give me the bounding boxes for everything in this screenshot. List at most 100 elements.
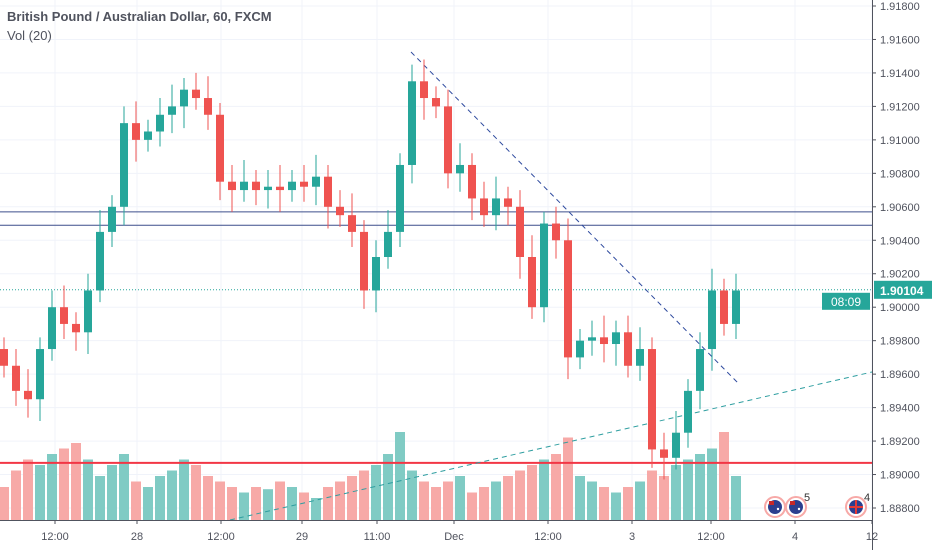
countdown-label: 08:09 (831, 295, 861, 309)
volume-bar (551, 454, 561, 520)
candle-body (684, 390, 692, 433)
time-axis (0, 520, 872, 550)
volume-bar (287, 487, 297, 520)
candle-body (156, 114, 164, 132)
candle-body (264, 186, 272, 191)
candle (504, 186, 512, 226)
volume-bar (179, 459, 189, 520)
candle-body (576, 340, 584, 358)
volume-bar (119, 454, 129, 520)
time-tick-label: Dec (444, 531, 464, 543)
candle-body (660, 449, 668, 458)
candle (180, 77, 188, 129)
volume-bar (407, 470, 417, 520)
candle-body (96, 231, 104, 291)
candle-body (12, 365, 20, 391)
candle (132, 101, 140, 162)
volume-bar (59, 448, 69, 520)
candle (456, 143, 464, 192)
candle-body (300, 181, 308, 187)
candle (168, 84, 176, 134)
candle-body (408, 81, 416, 165)
australia-flag-event-icon[interactable] (764, 496, 786, 518)
candle (288, 169, 296, 202)
volume-bar (479, 487, 489, 520)
candle (156, 98, 164, 147)
uk-flag-event-icon[interactable]: 4 (845, 492, 870, 518)
volume-bar (395, 432, 405, 520)
candle-body (48, 307, 56, 350)
event-count: 5 (804, 492, 810, 504)
countdown-badge (822, 292, 870, 310)
volume-bar (143, 487, 153, 520)
candle (528, 235, 536, 319)
candle (312, 154, 320, 206)
candle (216, 103, 224, 201)
candle (192, 72, 200, 110)
candle-body (564, 240, 572, 358)
time-tick-label: 4 (792, 531, 798, 543)
downtrend-line (410, 51, 739, 384)
price-tick-label: 1.90800 (880, 168, 920, 180)
candle (0, 337, 8, 378)
candle-body (216, 114, 224, 182)
volume-bar (527, 465, 537, 520)
candle (396, 153, 404, 247)
time-tick-label: 3 (629, 531, 635, 543)
volume-bar (539, 459, 549, 520)
candle (36, 337, 44, 421)
volume-bar (575, 476, 585, 520)
candle-body (492, 198, 500, 216)
candle-body (480, 198, 488, 216)
candle (228, 164, 236, 212)
candle-body (132, 123, 140, 140)
volume-bar (83, 459, 93, 520)
volume-bar (659, 476, 669, 520)
chart-legend: British Pound / Australian Dollar, 60, F… (7, 7, 272, 45)
candle-body (324, 176, 332, 207)
price-tick-label: 1.91000 (880, 135, 920, 147)
candle (516, 190, 524, 279)
volume-bar (215, 481, 225, 520)
time-tick-label: 12:00 (697, 531, 725, 543)
australia-flag-event-icon[interactable]: 5 (785, 492, 810, 518)
volume-bar (155, 476, 165, 520)
candle (336, 190, 344, 227)
candle-body (468, 164, 476, 199)
flag-star (797, 507, 801, 511)
volume-bar (623, 487, 633, 520)
candle-body (348, 215, 356, 232)
candle-body (180, 89, 188, 107)
candle (564, 218, 572, 380)
price-tick-label: 1.90400 (880, 235, 920, 247)
candle-body (516, 206, 524, 257)
candle-body (192, 89, 200, 99)
candle-body (24, 390, 32, 400)
volume-bar (503, 476, 513, 520)
candle (108, 195, 116, 247)
price-tick-label: 1.91400 (880, 68, 920, 80)
price-tick-label: 1.89200 (880, 436, 920, 448)
volume-bar (107, 465, 117, 520)
candle (708, 268, 716, 371)
candle-body (612, 332, 620, 345)
volume-bar (347, 476, 357, 520)
candle (144, 119, 152, 152)
volume-indicator-label[interactable]: Vol (20) (7, 28, 52, 43)
symbol-title[interactable]: British Pound / Australian Dollar, 60, F… (7, 9, 272, 24)
candle (204, 76, 212, 130)
candle (696, 332, 704, 410)
time-tick-label: 28 (131, 531, 143, 543)
candle (648, 337, 656, 468)
candle (480, 181, 488, 227)
candle (576, 328, 584, 370)
volume-bar (671, 465, 681, 520)
volume-bar (11, 470, 21, 520)
candle (96, 210, 104, 303)
volume-bar (311, 498, 321, 520)
candle-body (672, 432, 680, 458)
candle-body (84, 290, 92, 333)
price-tick-label: 1.91800 (880, 1, 920, 13)
candle (612, 320, 620, 366)
